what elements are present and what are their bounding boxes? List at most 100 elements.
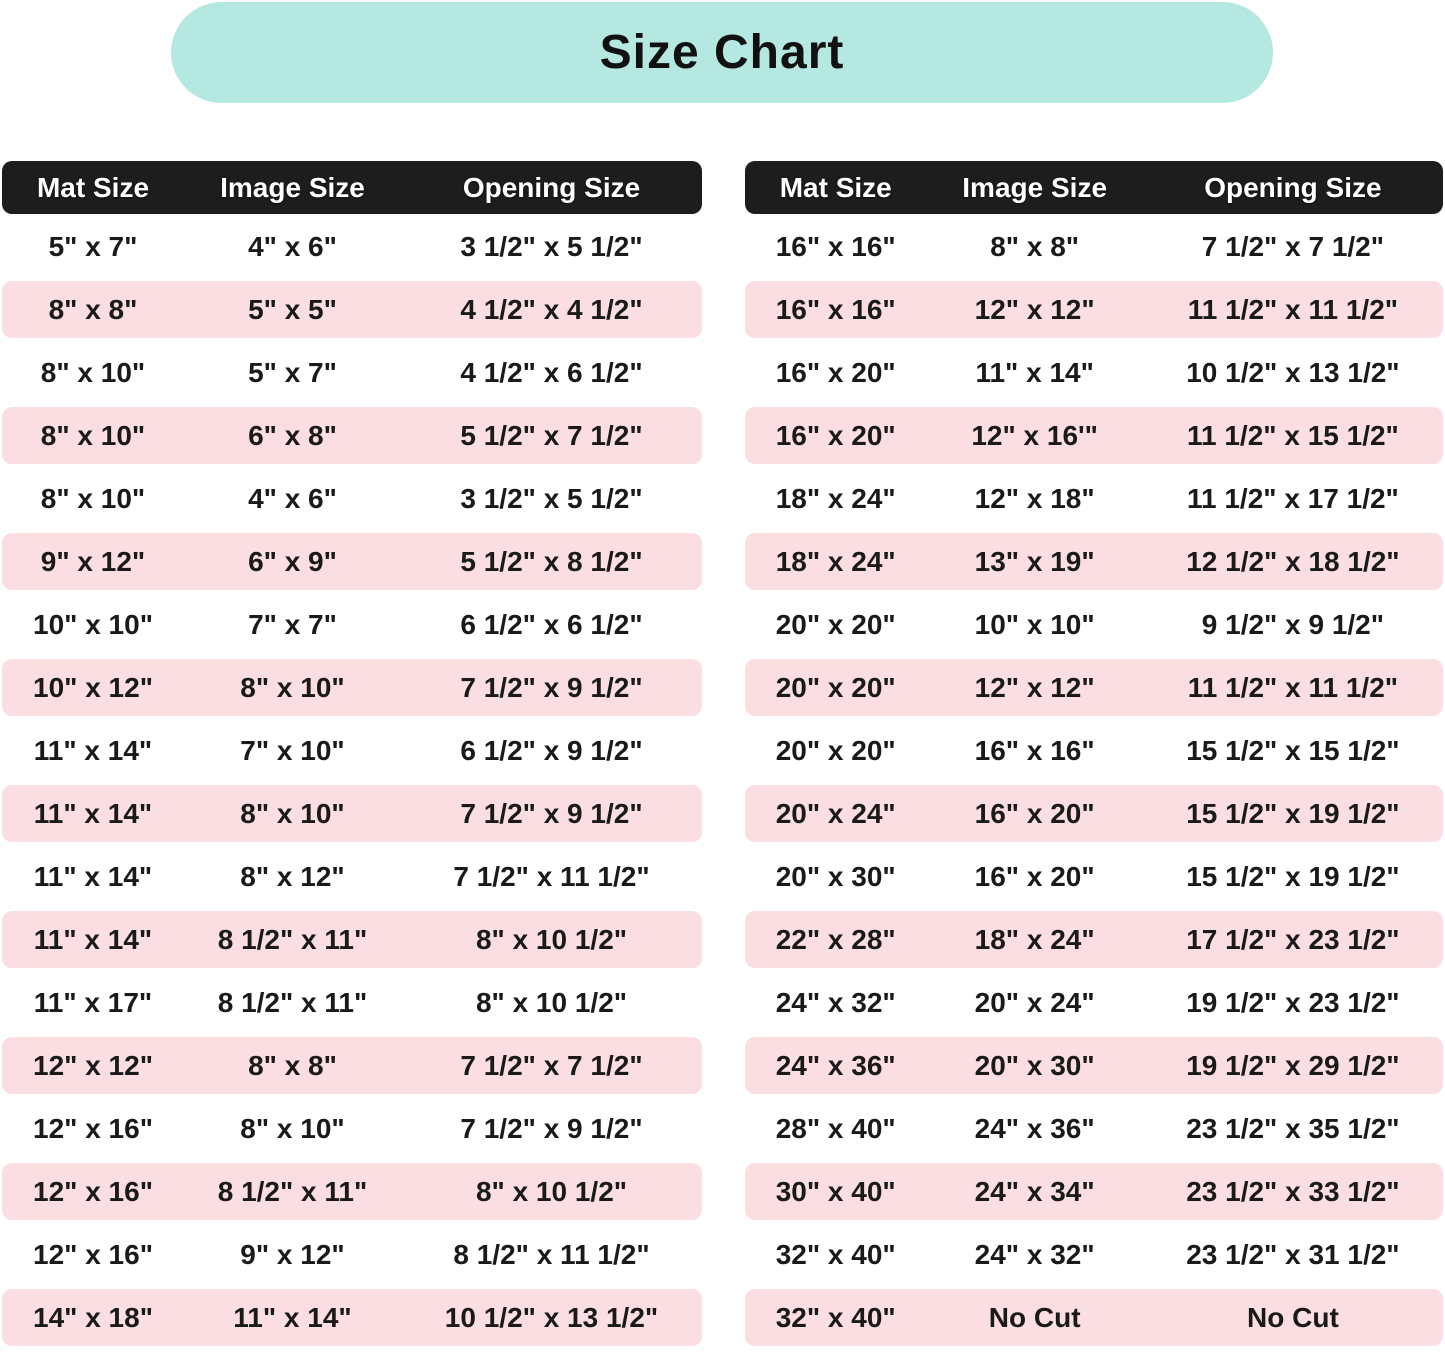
image-size-cell: 12" x 12"	[974, 671, 1095, 703]
table-row: 11" x 14" 8 1/2" x 11" 8" x 10 1/2"	[2, 911, 702, 968]
table-row: 24" x 36" 20" x 30" 19 1/2" x 29 1/2"	[745, 1037, 1443, 1094]
table-row: 16" x 20" 11" x 14" 10 1/2" x 13 1/2"	[745, 341, 1443, 404]
image-size-cell: 24" x 36"	[974, 1112, 1095, 1144]
opening-size-cell: 11 1/2" x 15 1/2"	[1186, 419, 1399, 451]
table-row: 8" x 10" 6" x 8" 5 1/2" x 7 1/2"	[2, 407, 702, 464]
image-size-cell: 10" x 10"	[974, 608, 1095, 640]
opening-size-cell: 6 1/2" x 9 1/2"	[460, 734, 643, 766]
image-size-cell: 8 1/2" x 11"	[217, 923, 368, 955]
image-size-cell: 11" x 14"	[975, 356, 1094, 388]
mat-size-cell: 16" x 16"	[775, 293, 896, 325]
opening-size-cell: 15 1/2" x 15 1/2"	[1186, 734, 1400, 766]
opening-size-cell: 11 1/2" x 11 1/2"	[1187, 293, 1399, 325]
mat-size-cell: 18" x 24"	[775, 545, 896, 577]
table-row: 18" x 24" 12" x 18" 11 1/2" x 17 1/2"	[745, 467, 1443, 530]
image-size-cell: 6" x 9"	[248, 545, 337, 577]
image-size-cell: 8 1/2" x 11"	[217, 986, 368, 1018]
table-header-right: Mat Size Image Size Opening Size	[745, 161, 1443, 214]
mat-size-cell: 11" x 14"	[33, 734, 153, 766]
table-row: 16" x 16" 12" x 12" 11 1/2" x 11 1/2"	[745, 281, 1443, 338]
opening-size-cell: 15 1/2" x 19 1/2"	[1186, 797, 1400, 829]
mat-size-cell: 16" x 16"	[775, 230, 896, 262]
opening-size-cell: 8 1/2" x 11 1/2"	[453, 1238, 650, 1270]
mat-size-cell: 8" x 10"	[40, 482, 146, 514]
table-row: 20" x 30" 16" x 20" 15 1/2" x 19 1/2"	[745, 845, 1443, 908]
image-size-cell: 4" x 6"	[248, 230, 337, 262]
mat-size-cell: 11" x 17"	[33, 986, 153, 1018]
opening-size-cell: 8" x 10 1/2"	[475, 1175, 628, 1207]
mat-size-cell: 11" x 14"	[33, 923, 153, 955]
table-row: 32" x 40" 24" x 32" 23 1/2" x 31 1/2"	[745, 1223, 1443, 1286]
mat-size-cell: 20" x 24"	[775, 797, 896, 829]
image-size-cell: 8" x 12"	[240, 860, 345, 892]
image-size-cell: 7" x 10"	[240, 734, 345, 766]
mat-size-cell: 24" x 32"	[775, 986, 896, 1018]
image-size-cell: 4" x 6"	[248, 482, 337, 514]
table-row: 32" x 40" No Cut No Cut	[745, 1289, 1443, 1346]
opening-size-cell: 6 1/2" x 6 1/2"	[460, 608, 643, 640]
table-row: 18" x 24" 13" x 19" 12 1/2" x 18 1/2"	[745, 533, 1443, 590]
image-size-cell: 8 1/2" x 11"	[217, 1175, 368, 1207]
mat-size-cell: 8" x 10"	[40, 419, 146, 451]
mat-size-cell: 30" x 40"	[775, 1175, 896, 1207]
col-header-opening-size: Opening Size	[462, 171, 641, 203]
opening-size-cell: 8" x 10 1/2"	[475, 986, 628, 1018]
image-size-cell: 5" x 7"	[248, 356, 337, 388]
table-row: 11" x 17" 8 1/2" x 11" 8" x 10 1/2"	[2, 971, 702, 1034]
opening-size-cell: 11 1/2" x 17 1/2"	[1186, 482, 1399, 514]
table-header-left: Mat Size Image Size Opening Size	[2, 161, 702, 214]
image-size-cell: 11" x 14"	[233, 1301, 352, 1333]
mat-size-cell: 12" x 16"	[33, 1238, 153, 1270]
table-row: 22" x 28" 18" x 24" 17 1/2" x 23 1/2"	[745, 911, 1443, 968]
table-row: 12" x 16" 9" x 12" 8 1/2" x 11 1/2"	[2, 1223, 702, 1286]
mat-size-cell: 32" x 40"	[775, 1301, 896, 1333]
opening-size-cell: 12 1/2" x 18 1/2"	[1186, 545, 1400, 577]
opening-size-cell: 19 1/2" x 29 1/2"	[1186, 1049, 1400, 1081]
mat-size-cell: 32" x 40"	[775, 1238, 896, 1270]
size-table-right: Mat Size Image Size Opening Size 16" x 1…	[745, 161, 1443, 1349]
table-row: 10" x 12" 8" x 10" 7 1/2" x 9 1/2"	[2, 659, 702, 716]
col-header-image-size: Image Size	[962, 171, 1108, 203]
table-row: 30" x 40" 24" x 34" 23 1/2" x 33 1/2"	[745, 1163, 1443, 1220]
opening-size-cell: 8" x 10 1/2"	[475, 923, 628, 955]
col-header-image-size: Image Size	[220, 171, 365, 203]
table-row: 12" x 16" 8 1/2" x 11" 8" x 10 1/2"	[2, 1163, 702, 1220]
mat-size-cell: 12" x 16"	[33, 1175, 153, 1207]
table-row: 16" x 16" 8" x 8" 7 1/2" x 7 1/2"	[745, 215, 1443, 278]
table-body-left: 5" x 7" 4" x 6" 3 1/2" x 5 1/2" 8" x 8" 5" x…	[2, 215, 702, 1349]
mat-size-cell: 28" x 40"	[775, 1112, 896, 1144]
mat-size-cell: 8" x 10"	[40, 356, 146, 388]
table-row: 20" x 24" 16" x 20" 15 1/2" x 19 1/2"	[745, 785, 1443, 842]
table-body-right: 16" x 16" 8" x 8" 7 1/2" x 7 1/2" 16" x 16"…	[745, 215, 1443, 1349]
mat-size-cell: 8" x 8"	[48, 293, 138, 325]
table-row: 20" x 20" 12" x 12" 11 1/2" x 11 1/2"	[745, 659, 1443, 716]
opening-size-cell: 5 1/2" x 8 1/2"	[460, 545, 643, 577]
table-row: 8" x 10" 5" x 7" 4 1/2" x 6 1/2"	[2, 341, 702, 404]
mat-size-cell: 20" x 20"	[775, 671, 896, 703]
mat-size-cell: 10" x 12"	[33, 671, 153, 703]
table-row: 8" x 8" 5" x 5" 4 1/2" x 4 1/2"	[2, 281, 702, 338]
col-header-mat-size: Mat Size	[779, 171, 892, 203]
mat-size-cell: 20" x 30"	[775, 860, 896, 892]
table-row: 14" x 18" 11" x 14" 10 1/2" x 13 1/2"	[2, 1289, 702, 1346]
image-size-cell: 8" x 10"	[240, 797, 345, 829]
table-row: 9" x 12" 6" x 9" 5 1/2" x 8 1/2"	[2, 533, 702, 590]
image-size-cell: 20" x 30"	[974, 1049, 1095, 1081]
opening-size-cell: 7 1/2" x 7 1/2"	[1201, 230, 1385, 262]
image-size-cell: 12" x 18"	[974, 482, 1095, 514]
opening-size-cell: 7 1/2" x 9 1/2"	[460, 671, 643, 703]
opening-size-cell: 23 1/2" x 33 1/2"	[1186, 1175, 1400, 1207]
mat-size-cell: 18" x 24"	[775, 482, 896, 514]
opening-size-cell: 9 1/2" x 9 1/2"	[1201, 608, 1385, 640]
image-size-cell: 12" x 16'"	[971, 419, 1098, 451]
mat-size-cell: 10" x 10"	[33, 608, 153, 640]
image-size-cell: 8" x 8"	[248, 1049, 337, 1081]
mat-size-cell: 16" x 20"	[775, 356, 896, 388]
opening-size-cell: 15 1/2" x 19 1/2"	[1186, 860, 1400, 892]
opening-size-cell: 7 1/2" x 7 1/2"	[460, 1049, 643, 1081]
table-row: 24" x 32" 20" x 24" 19 1/2" x 23 1/2"	[745, 971, 1443, 1034]
opening-size-cell: 7 1/2" x 9 1/2"	[460, 1112, 643, 1144]
mat-size-cell: 12" x 12"	[33, 1049, 153, 1081]
image-size-cell: 16" x 20"	[974, 797, 1095, 829]
